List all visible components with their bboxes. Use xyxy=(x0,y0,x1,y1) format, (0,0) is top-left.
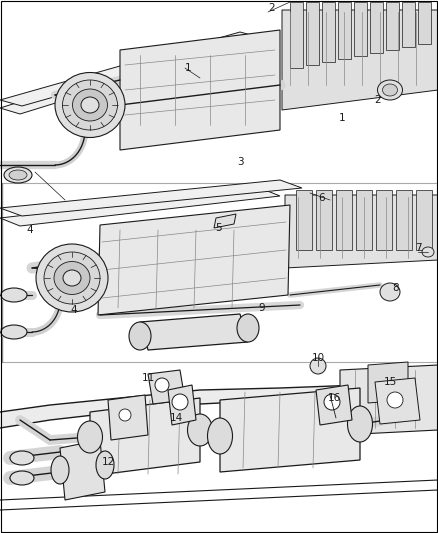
Circle shape xyxy=(172,394,188,410)
Polygon shape xyxy=(336,190,352,250)
Polygon shape xyxy=(306,2,319,65)
Ellipse shape xyxy=(422,247,434,257)
Polygon shape xyxy=(396,190,412,250)
Polygon shape xyxy=(282,10,438,110)
Polygon shape xyxy=(338,2,351,59)
Polygon shape xyxy=(370,2,383,53)
Polygon shape xyxy=(290,2,303,68)
Polygon shape xyxy=(418,2,431,44)
Ellipse shape xyxy=(347,406,372,442)
Ellipse shape xyxy=(10,471,34,485)
Polygon shape xyxy=(416,190,432,250)
Polygon shape xyxy=(98,205,290,315)
Text: 2: 2 xyxy=(268,3,276,13)
Polygon shape xyxy=(322,2,335,62)
Text: 4: 4 xyxy=(27,225,33,235)
Text: 3: 3 xyxy=(237,157,244,167)
Text: 1: 1 xyxy=(339,113,345,123)
Circle shape xyxy=(155,378,169,392)
Polygon shape xyxy=(296,190,312,250)
Polygon shape xyxy=(402,2,415,47)
Ellipse shape xyxy=(78,421,102,453)
Ellipse shape xyxy=(208,418,233,454)
Text: 5: 5 xyxy=(215,223,221,233)
Bar xyxy=(0,183,438,361)
Ellipse shape xyxy=(44,252,100,304)
Polygon shape xyxy=(120,30,280,150)
Text: 11: 11 xyxy=(141,373,155,383)
Text: 6: 6 xyxy=(319,193,325,203)
Ellipse shape xyxy=(1,325,27,339)
Text: 8: 8 xyxy=(393,283,399,293)
Text: 16: 16 xyxy=(327,393,341,403)
Polygon shape xyxy=(214,214,236,228)
Text: 10: 10 xyxy=(311,353,325,363)
Ellipse shape xyxy=(380,283,400,301)
Polygon shape xyxy=(220,388,360,472)
Ellipse shape xyxy=(4,167,32,183)
Polygon shape xyxy=(356,190,372,250)
Ellipse shape xyxy=(382,84,398,96)
Ellipse shape xyxy=(96,451,114,479)
Ellipse shape xyxy=(129,322,151,350)
Ellipse shape xyxy=(1,288,27,302)
Polygon shape xyxy=(60,440,105,500)
Circle shape xyxy=(310,358,326,374)
Ellipse shape xyxy=(73,89,107,121)
Text: 9: 9 xyxy=(259,303,265,313)
Ellipse shape xyxy=(378,80,403,100)
Polygon shape xyxy=(316,385,352,425)
Polygon shape xyxy=(386,2,399,50)
Ellipse shape xyxy=(187,414,212,446)
Polygon shape xyxy=(0,32,262,106)
Polygon shape xyxy=(0,188,280,226)
Circle shape xyxy=(387,392,403,408)
Ellipse shape xyxy=(36,244,108,312)
Ellipse shape xyxy=(51,456,69,484)
Polygon shape xyxy=(140,314,248,350)
Polygon shape xyxy=(108,395,148,440)
Polygon shape xyxy=(0,40,240,114)
Polygon shape xyxy=(368,362,408,403)
Polygon shape xyxy=(354,2,367,56)
Polygon shape xyxy=(285,195,438,268)
Text: 12: 12 xyxy=(101,457,115,467)
Ellipse shape xyxy=(63,80,117,130)
Text: 4: 4 xyxy=(71,305,78,315)
Ellipse shape xyxy=(237,314,259,342)
Ellipse shape xyxy=(9,170,27,180)
Text: 1: 1 xyxy=(185,63,191,73)
Circle shape xyxy=(324,394,340,410)
Ellipse shape xyxy=(63,270,81,286)
Circle shape xyxy=(119,409,131,421)
Polygon shape xyxy=(168,385,196,425)
Polygon shape xyxy=(0,382,438,428)
Polygon shape xyxy=(90,398,200,476)
Polygon shape xyxy=(340,365,438,435)
Ellipse shape xyxy=(54,262,90,295)
Polygon shape xyxy=(316,190,332,250)
Bar xyxy=(0,362,438,533)
Text: 2: 2 xyxy=(374,95,381,105)
Polygon shape xyxy=(375,378,420,424)
Ellipse shape xyxy=(10,451,34,465)
Text: 14: 14 xyxy=(170,413,183,423)
Text: 15: 15 xyxy=(383,377,397,387)
Text: 7: 7 xyxy=(415,243,421,253)
Ellipse shape xyxy=(55,72,125,138)
Polygon shape xyxy=(0,180,302,216)
Polygon shape xyxy=(148,370,185,404)
Bar xyxy=(0,0,438,182)
Polygon shape xyxy=(376,190,392,250)
Ellipse shape xyxy=(81,97,99,113)
